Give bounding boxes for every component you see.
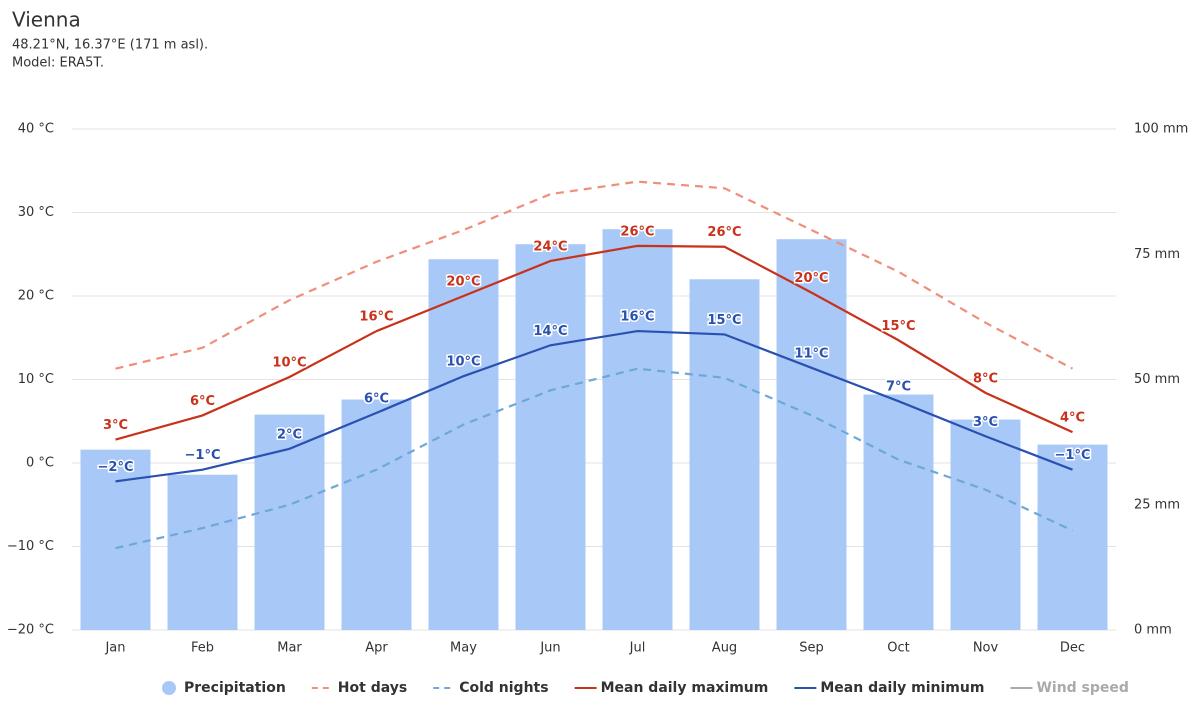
value-label: 4°C bbox=[1060, 411, 1085, 426]
legend-label[interactable]: Cold nights bbox=[459, 680, 548, 696]
y2-tick-label: 75 mm bbox=[1134, 247, 1180, 262]
value-label: 6°C bbox=[364, 391, 389, 406]
value-label: 20°C bbox=[446, 275, 480, 290]
series-line bbox=[115, 329, 1073, 483]
y-tick-label: 10 °C bbox=[18, 372, 54, 387]
grid bbox=[72, 128, 1116, 631]
value-label: 26°C bbox=[620, 224, 654, 239]
precipitation-bar bbox=[602, 229, 673, 630]
y-tick-label: −20 °C bbox=[7, 623, 54, 638]
value-label: −2°C bbox=[98, 460, 134, 475]
value-label: 26°C bbox=[707, 225, 741, 240]
x-tick-label: Jun bbox=[539, 641, 560, 656]
precipitation-bar bbox=[254, 414, 325, 630]
value-label: 6°C bbox=[190, 394, 215, 409]
y-tick-label: 30 °C bbox=[18, 205, 54, 220]
x-tick-label: Nov bbox=[973, 641, 999, 656]
y-tick-label: −10 °C bbox=[7, 539, 54, 554]
value-label: 15°C bbox=[707, 313, 741, 328]
chart-title: Vienna bbox=[12, 8, 81, 32]
x-tick-label: Aug bbox=[712, 641, 737, 656]
value-label: 7°C bbox=[886, 380, 911, 395]
x-tick-label: Dec bbox=[1060, 641, 1085, 656]
value-label: 11°C bbox=[794, 346, 828, 361]
legend-label[interactable]: Precipitation bbox=[184, 680, 286, 696]
precipitation-bar bbox=[341, 399, 412, 630]
precipitation-bar bbox=[776, 239, 847, 630]
series-line bbox=[115, 180, 1074, 370]
x-tick-label: Oct bbox=[887, 641, 909, 656]
series-line bbox=[115, 367, 1073, 550]
precipitation-bar bbox=[1037, 444, 1108, 630]
y2-tick-label: 100 mm bbox=[1134, 122, 1188, 137]
x-tick-label: Mar bbox=[277, 641, 302, 656]
value-label: 10°C bbox=[272, 355, 306, 370]
value-label: 8°C bbox=[973, 371, 998, 386]
precipitation-bar bbox=[863, 394, 934, 630]
y2-tick-label: 0 mm bbox=[1134, 623, 1172, 638]
chart-subtitle: 48.21°N, 16.37°E (171 m asl). bbox=[12, 38, 208, 53]
legend-marker bbox=[162, 681, 176, 695]
precipitation-bar bbox=[950, 419, 1021, 630]
precipitation-bar bbox=[167, 474, 238, 630]
value-label: 16°C bbox=[359, 310, 393, 325]
chart-subtitle: Model: ERA5T. bbox=[12, 56, 104, 71]
precipitation-bar bbox=[80, 449, 151, 630]
precipitation-bar bbox=[428, 259, 499, 630]
value-label: 10°C bbox=[446, 355, 480, 370]
legend-label[interactable]: Mean daily minimum bbox=[820, 680, 984, 696]
legend-label[interactable]: Wind speed bbox=[1036, 680, 1128, 696]
y-tick-label: 20 °C bbox=[18, 289, 54, 304]
y-tick-label: 0 °C bbox=[26, 456, 54, 471]
x-tick-label: Apr bbox=[365, 641, 388, 656]
x-tick-label: Feb bbox=[191, 641, 214, 656]
value-label: 24°C bbox=[533, 239, 567, 254]
value-label: 14°C bbox=[533, 324, 567, 339]
precipitation-bar bbox=[515, 244, 586, 631]
value-label: 2°C bbox=[277, 427, 302, 442]
value-label: −1°C bbox=[1055, 448, 1091, 463]
value-label: 15°C bbox=[881, 319, 915, 334]
value-label: 16°C bbox=[620, 310, 654, 325]
x-tick-label: Sep bbox=[799, 641, 824, 656]
x-tick-label: May bbox=[450, 641, 477, 656]
value-label: 3°C bbox=[103, 418, 128, 433]
y2-tick-label: 50 mm bbox=[1134, 372, 1180, 387]
legend-label[interactable]: Mean daily maximum bbox=[601, 680, 769, 696]
y2-tick-label: 25 mm bbox=[1134, 497, 1180, 512]
x-tick-label: Jul bbox=[629, 641, 646, 656]
y-tick-label: 40 °C bbox=[18, 122, 54, 137]
x-tick-label: Jan bbox=[104, 641, 125, 656]
legend-label[interactable]: Hot days bbox=[338, 680, 407, 696]
precipitation-bar bbox=[689, 279, 760, 630]
value-label: −1°C bbox=[185, 448, 221, 463]
value-label: 20°C bbox=[794, 271, 828, 286]
value-label: 3°C bbox=[973, 415, 998, 430]
series-line bbox=[115, 244, 1073, 441]
